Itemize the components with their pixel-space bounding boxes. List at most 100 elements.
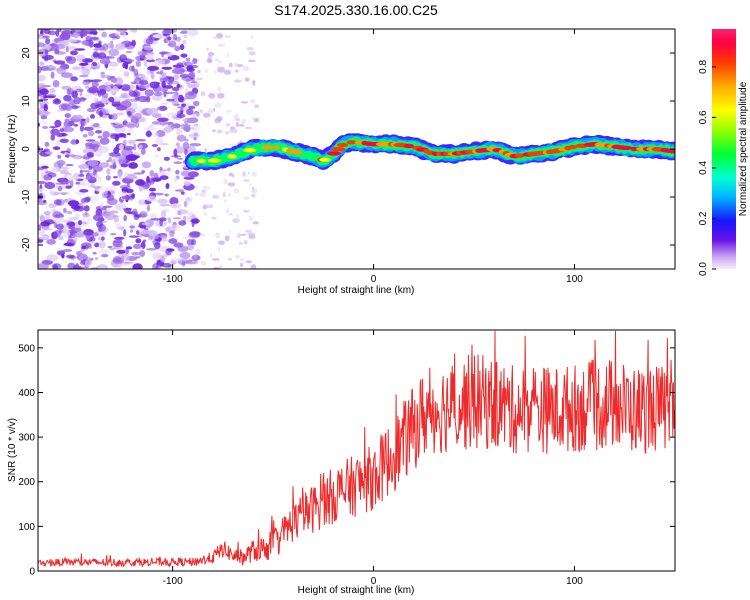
noise-speck	[114, 122, 122, 125]
noise-speck	[53, 99, 61, 104]
noise-speck	[157, 147, 161, 152]
noise-speck	[86, 117, 90, 124]
noise-speck	[203, 212, 208, 216]
noise-speck	[113, 176, 118, 179]
noise-speck	[193, 137, 197, 141]
noise-speck	[195, 260, 199, 265]
noise-speck	[152, 34, 161, 39]
noise-speck	[138, 199, 146, 206]
noise-speck	[218, 264, 223, 269]
chart-title: S174.2025.330.16.00.C25	[274, 2, 438, 18]
noise-speck	[189, 124, 202, 132]
noise-speck	[48, 203, 57, 209]
noise-speck	[160, 209, 167, 218]
noise-speck	[135, 55, 147, 61]
noise-speck	[98, 249, 110, 254]
noise-speck	[145, 38, 154, 45]
ridge-peak	[227, 154, 238, 159]
y-tick-label: 300	[18, 433, 35, 444]
noise-speck	[135, 121, 140, 128]
noise-speck	[151, 62, 157, 67]
noise-speck	[205, 204, 214, 209]
noise-speck	[38, 107, 41, 115]
noise-speck	[234, 79, 242, 83]
noise-speck	[175, 142, 181, 147]
noise-speck	[166, 98, 175, 102]
noise-speck	[235, 122, 239, 128]
noise-speck	[243, 240, 248, 245]
noise-speck	[186, 244, 194, 251]
noise-speck	[170, 80, 179, 85]
noise-speck	[202, 112, 211, 118]
noise-speck	[40, 171, 45, 179]
noise-speck	[191, 219, 195, 228]
noise-speck	[177, 106, 185, 109]
noise-speck	[93, 48, 100, 51]
noise-speck	[128, 89, 135, 97]
noise-speck	[111, 103, 122, 107]
noise-speck	[185, 78, 191, 86]
noise-speck	[87, 143, 98, 147]
noise-speck	[104, 205, 113, 208]
noise-speck	[52, 211, 63, 219]
noise-speck	[83, 205, 90, 212]
noise-speck	[150, 72, 155, 80]
noise-speck	[135, 139, 146, 142]
y-tick-label: 500	[18, 343, 35, 354]
noise-speck	[123, 71, 130, 77]
noise-speck	[135, 179, 146, 186]
noise-speck	[244, 77, 250, 82]
noise-speck	[123, 214, 127, 222]
noise-speck	[146, 204, 150, 212]
noise-speck	[60, 166, 70, 170]
noise-speck	[87, 159, 99, 167]
noise-speck	[229, 62, 233, 68]
noise-speck	[171, 68, 181, 74]
noise-speck	[202, 204, 208, 210]
noise-speck	[44, 181, 56, 190]
noise-speck	[79, 169, 83, 176]
noise-speck	[177, 157, 183, 160]
ridge-peak	[243, 148, 257, 153]
noise-speck	[149, 187, 156, 192]
noise-speck	[95, 173, 100, 179]
noise-speck	[184, 215, 191, 219]
noise-speck	[70, 29, 75, 35]
noise-speck	[176, 62, 183, 66]
noise-speck	[226, 52, 229, 58]
noise-speck	[152, 263, 159, 269]
noise-speck	[78, 62, 87, 67]
noise-speck	[121, 195, 133, 200]
noise-speck	[54, 60, 66, 65]
noise-speck	[157, 117, 169, 123]
noise-speck	[42, 125, 49, 129]
noise-speck	[163, 29, 174, 34]
noise-speck	[57, 154, 62, 159]
y-tick-label: 400	[18, 388, 35, 399]
noise-speck	[112, 155, 124, 158]
noise-speck	[121, 148, 133, 156]
noise-speck	[224, 235, 230, 242]
noise-speck	[72, 235, 78, 243]
noise-speck	[159, 234, 167, 239]
noise-speck	[72, 32, 80, 39]
noise-speck	[50, 128, 60, 136]
noise-speck	[146, 248, 157, 251]
noise-speck	[174, 177, 178, 182]
y-tick-label: 0	[21, 146, 32, 152]
noise-speck	[72, 29, 83, 33]
noise-speck	[147, 65, 160, 71]
noise-speck	[180, 170, 189, 176]
snr-frame	[37, 329, 676, 572]
noise-speck	[83, 229, 94, 236]
noise-speck	[186, 117, 199, 124]
noise-speck	[251, 193, 256, 198]
noise-speck	[123, 229, 127, 237]
noise-speck	[182, 236, 191, 239]
noise-speck	[169, 197, 179, 206]
noise-speck	[58, 192, 70, 195]
noise-speck	[60, 103, 71, 111]
noise-speck	[97, 52, 107, 59]
noise-speck	[38, 263, 49, 269]
noise-speck	[149, 81, 160, 89]
